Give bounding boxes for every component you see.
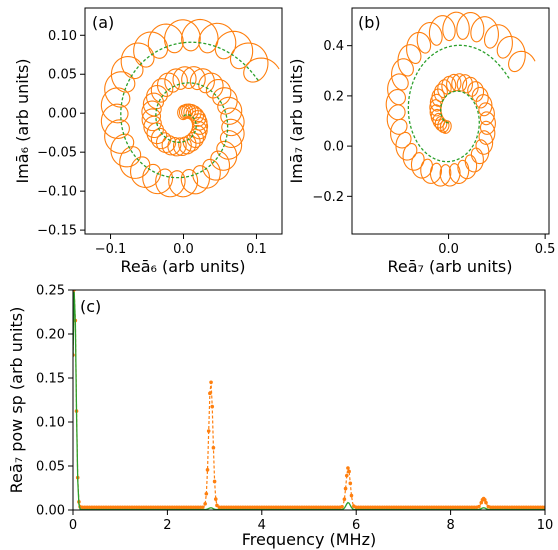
panel-a-ytick-label: −0.05: [37, 146, 77, 161]
panel-c-xtick-label: 2: [163, 518, 171, 533]
panel-c-orange-marker: [209, 380, 213, 385]
panel-c-xtick-label: 6: [352, 518, 360, 533]
panel-b-green-series: [407, 44, 510, 163]
panel-b-xlabel: Reā₇ (arb units): [388, 257, 513, 276]
panel-c-xlabel: Frequency (MHz): [242, 530, 376, 549]
panel-a-xtick-label: 0.0: [173, 242, 194, 257]
panel-a-ytick-label: 0.10: [48, 29, 77, 44]
panel-c-ytick-label: 0.00: [36, 504, 65, 519]
panel-c-orange-marker: [347, 469, 351, 474]
panel-c-ytick-label: 0.15: [36, 372, 65, 387]
panel-a-xtick-label: −0.1: [95, 242, 127, 257]
panel-c-orange-marker: [343, 486, 348, 491]
panel-b-orange-series: [385, 11, 536, 187]
panel-c-xtick-label: 8: [446, 518, 454, 533]
panel-c-xtick-label: 4: [258, 518, 266, 533]
panel-c-orange-marker: [211, 445, 216, 450]
panel-c-ytick-label: 0.05: [36, 460, 65, 475]
panel-c-ytick-label: 0.20: [36, 328, 65, 343]
panel-a-ytick-label: −0.10: [37, 185, 77, 200]
panel-b-ticks: 0.0 0.5 0.4 0.2 0.0 −0.2: [312, 39, 555, 257]
panel-c-orange-marker: [205, 468, 210, 472]
panel-c-xtick-label: 0: [69, 518, 77, 533]
panel-c-orange-marker: [340, 504, 344, 509]
panel-c-orange-marker: [348, 481, 353, 486]
panel-a-ytick-label: 0.00: [48, 107, 77, 122]
panel-a-xlabel: Reā₆ (arb units): [121, 257, 246, 276]
panel-c-plot-area: [73, 290, 545, 510]
panel-c-orange-marker: [349, 493, 354, 498]
panel-c-ytick-label: 0.10: [36, 416, 65, 431]
panel-a-ytick-label: 0.05: [48, 68, 77, 83]
panel-a-xtick-label: 0.1: [246, 242, 267, 257]
panel-a-orange-series: [100, 18, 280, 198]
panel-b-frame: [351, 7, 550, 235]
panel-c-orange-marker: [477, 504, 481, 509]
panel-c-orange-marker: [212, 479, 217, 484]
panel-c: (c) Frequency (MHz) Reā₇ pow sp (arb uni…: [7, 284, 553, 550]
panel-b-ytick-label: 0.2: [323, 89, 344, 104]
panel-b-ylabel: Imā₇ (arb units): [287, 58, 306, 183]
panel-b: (b) Reā₇ (arb units) Imā₇ (arb units) 0.…: [287, 7, 555, 276]
panel-a-plot-area: [100, 18, 280, 198]
panel-c-orange-marker: [479, 500, 484, 505]
panel-b-plot-area: [385, 11, 536, 187]
panel-a-ylabel: Imā₆ (arb units): [13, 58, 32, 183]
panel-c-label: (c): [80, 297, 101, 316]
panel-b-xtick-label: 0.5: [535, 242, 556, 257]
panel-b-ytick-label: 0.4: [323, 39, 344, 54]
panel-c-orange-marker: [208, 391, 212, 396]
panel-a: (a) Reā₆ (arb units) Imā₆ (arb units) −0…: [13, 7, 283, 276]
panel-c-frame: [72, 289, 546, 511]
panel-c-orange-marker: [210, 404, 215, 409]
panel-c-green-series: [73, 291, 545, 510]
panel-c-ylabel: Reā₇ pow sp (arb units): [7, 307, 26, 494]
panel-c-ticks: 0 2 4 6 8 10 0.00 0.05 0.10 0.15 0.20 0.25: [36, 284, 553, 534]
panel-a-label: (a): [92, 13, 114, 32]
panel-c-orange-marker: [203, 501, 207, 506]
panel-c-orange-marker: [483, 498, 487, 502]
panel-b-xtick-label: 0.0: [438, 242, 459, 257]
panel-c-orange-series: [73, 290, 545, 508]
panel-c-orange-marker: [201, 505, 205, 510]
panel-c-orange-marker: [342, 497, 347, 502]
panel-c-ytick-label: 0.25: [36, 284, 65, 299]
panel-c-orange-marker: [206, 429, 211, 433]
panel-c-xtick-label: 10: [537, 518, 554, 533]
panel-a-ticks: −0.1 0.0 0.1 0.10 0.05 0.00 −0.05 −0.10 −0.15: [37, 29, 267, 257]
panel-c-orange-marker: [213, 497, 218, 501]
panel-b-label: (b): [358, 13, 381, 32]
panel-b-ytick-label: −0.2: [312, 190, 344, 205]
panel-c-orange-marker: [344, 473, 349, 478]
panel-a-ytick-label: −0.15: [37, 224, 77, 239]
panel-c-orange-marker: [484, 500, 488, 505]
panel-c-orange-marker: [346, 466, 350, 470]
panel-c-orange-marker: [204, 492, 209, 496]
panel-b-ytick-label: 0.0: [323, 140, 344, 155]
